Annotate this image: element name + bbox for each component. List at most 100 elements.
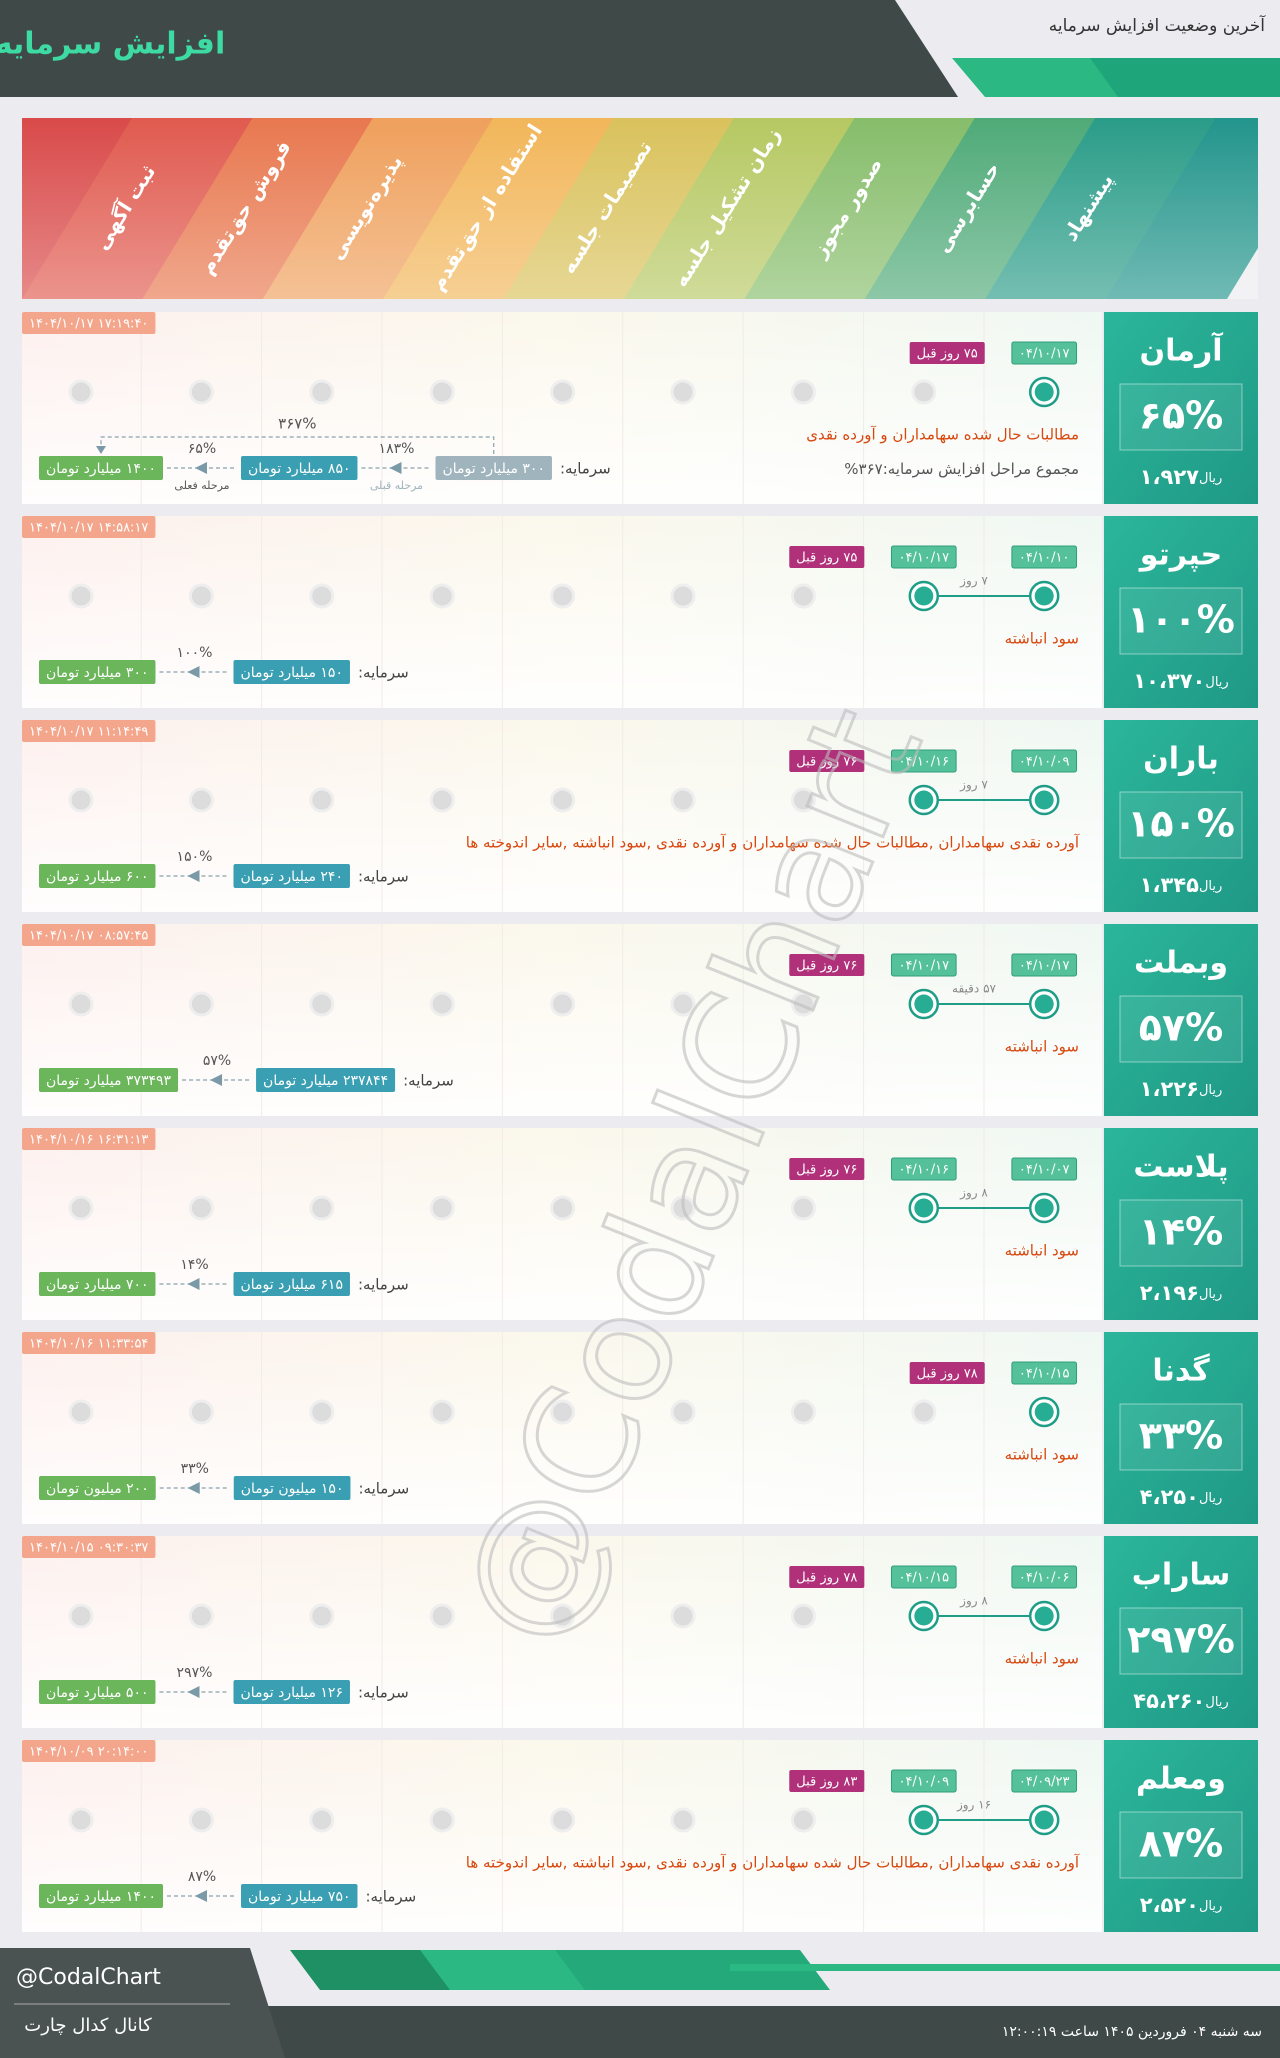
symbol-name: وبملت [1134, 946, 1228, 981]
step-percent: ۱۴% [180, 1257, 208, 1273]
step-arrowhead [195, 1890, 207, 1902]
symbol-card [1104, 1332, 1258, 1524]
price-value: ۲،۱۹۶ [1140, 1281, 1199, 1305]
stage-pending [550, 991, 576, 1017]
capital-box-bg [39, 660, 156, 684]
capital-box: ۱۵۰ میلیون تومان [233, 1476, 351, 1500]
step-percent: ۶۵% [188, 441, 216, 457]
price: ریال۲،۵۲۰ [1140, 1893, 1223, 1917]
price-value: ۱،۲۲۶ [1140, 1077, 1199, 1101]
stage-pending [550, 1603, 576, 1629]
price-value: ۴۵،۲۶۰ [1133, 1689, 1205, 1713]
stage-pending [790, 583, 816, 609]
stage-pending [429, 1195, 455, 1221]
step-percent: ۱۰۰% [177, 645, 213, 661]
price-unit: ریال [1205, 1695, 1228, 1710]
symbol-card [1104, 1536, 1258, 1728]
timestamp-text: ۱۴۰۴/۱۰/۱۷ ۱۱:۱۴:۴۹ [29, 725, 148, 740]
step-caption: مرحله فعلی [174, 479, 229, 492]
capital-box: ۶۱۵ میلیارد تومان [233, 1272, 350, 1296]
days-ago-text: ۷۶ روز قبل [796, 959, 857, 974]
days-ago-bg [909, 1362, 985, 1384]
capital-box-text: ۲۳۷۸۴۴ میلیارد تومان [263, 1073, 388, 1089]
days-ago: ۷۸ روز قبل [789, 1566, 865, 1588]
funding-source: مطالبات حال شده سهامداران و آورده نقدی [806, 426, 1079, 444]
audit-date-bg [890, 1157, 957, 1181]
stage-pending [309, 991, 335, 1017]
proposal-date: ۰۴/۰۹/۲۳ [1011, 1769, 1078, 1793]
stage-pending [188, 1603, 214, 1629]
price-unit: ریال [1199, 1287, 1222, 1302]
price-unit: ریال [1199, 1491, 1222, 1506]
timestamp-bg [22, 720, 156, 742]
footer-brand [0, 1948, 285, 2058]
stage-header: ثبت آگهی فروش حق‌تقدم پذیره‌نویسی استفاده ا… [22, 118, 1258, 299]
capital-box: ۲۳۷۸۴۴ میلیارد تومان [256, 1068, 396, 1092]
capital-label: سرمایه: [358, 1276, 409, 1294]
proposal-date-text: ۰۴/۱۰/۱۷ [1019, 959, 1070, 974]
stage-pending [429, 1807, 455, 1833]
stage-done-core [1034, 1402, 1054, 1422]
increase-percent: ۶۵% [1139, 394, 1223, 438]
days-ago-bg [789, 546, 865, 568]
stage-pending [670, 583, 696, 609]
stage-pending [429, 583, 455, 609]
stage-gap: ۱۶ روز [956, 1798, 991, 1813]
capital-box-bg [39, 1680, 156, 1704]
stage-done-core [914, 1198, 934, 1218]
stage-pending [68, 1807, 94, 1833]
total-steps-label: مجموع مراحل افزایش سرمایه: [883, 460, 1079, 478]
timestamp: ۱۴۰۴/۱۰/۱۷ ۱۱:۱۴:۴۹ [22, 720, 156, 742]
price-value: ۲،۵۲۰ [1140, 1893, 1199, 1917]
stage-gap: ۸ روز [959, 1594, 988, 1609]
proposal-date-bg [1011, 1361, 1078, 1385]
audit-date: ۰۴/۱۰/۱۵ [890, 1565, 957, 1589]
proposal-date-bg [1011, 1157, 1078, 1181]
days-ago-text: ۷۵ روز قبل [796, 551, 857, 566]
footer-datetime: سه شنبه ۰۴ فروردین ۱۴۰۵ ساعت ۱۲:۰۰:۱۹ [1002, 2024, 1262, 2040]
stage-pending [670, 1603, 696, 1629]
capital-box-bg [233, 660, 350, 684]
days-ago: ۷۵ روز قبل [909, 342, 985, 364]
stage-pending [309, 1195, 335, 1221]
stage-done-core [914, 994, 934, 1014]
price-value: ۱،۳۴۵ [1140, 873, 1199, 897]
step-caption: مرحله قبلی [370, 479, 423, 492]
funding-source: سود انباشته [1005, 630, 1079, 648]
stage-pending [550, 1807, 576, 1833]
capital-box-bg [435, 456, 552, 480]
stage-gap: ۷ روز [959, 574, 988, 589]
stage-pending [790, 1603, 816, 1629]
capital-label: سرمایه: [560, 460, 611, 478]
stage-pending [188, 1399, 214, 1425]
price: ریال۱،۲۲۶ [1140, 1077, 1223, 1101]
stage-pending [429, 379, 455, 405]
step-percent: ۱۸۳% [379, 441, 415, 457]
audit-date-text: ۰۴/۱۰/۱۶ [898, 1163, 949, 1178]
capital-box-bg [241, 1884, 358, 1908]
stage-done-core [1034, 586, 1054, 606]
step-arrowhead [195, 462, 207, 474]
proposal-date: ۰۴/۱۰/۰۷ [1011, 1157, 1078, 1181]
stage-pending [550, 583, 576, 609]
days-ago-text: ۷۵ روز قبل [917, 347, 978, 362]
stage-pending [68, 1603, 94, 1629]
stage-pending [790, 379, 816, 405]
days-ago: ۷۵ روز قبل [789, 546, 865, 568]
total-steps: مجموع مراحل افزایش سرمایه:۳۶۷% [844, 460, 1079, 478]
stage-pending [550, 1399, 576, 1425]
days-ago: ۷۶ روز قبل [789, 1158, 865, 1180]
footer-line [730, 1964, 1280, 1971]
funding-source: سود انباشته [1005, 1650, 1079, 1668]
proposal-date: ۰۴/۱۰/۰۹ [1011, 749, 1078, 773]
capital-box: ۲۴۰ میلیارد تومان [233, 864, 350, 888]
proposal-date-bg [1011, 1565, 1078, 1589]
stage-pending [550, 787, 576, 813]
stage-pending [790, 787, 816, 813]
funding-source: سود انباشته [1005, 1446, 1079, 1464]
timestamp-bg [22, 1332, 156, 1354]
increase-percent: ۲۹۷% [1127, 1618, 1235, 1662]
symbol-name: ساراب [1132, 1558, 1230, 1593]
price: ریال۲،۱۹۶ [1140, 1281, 1223, 1305]
